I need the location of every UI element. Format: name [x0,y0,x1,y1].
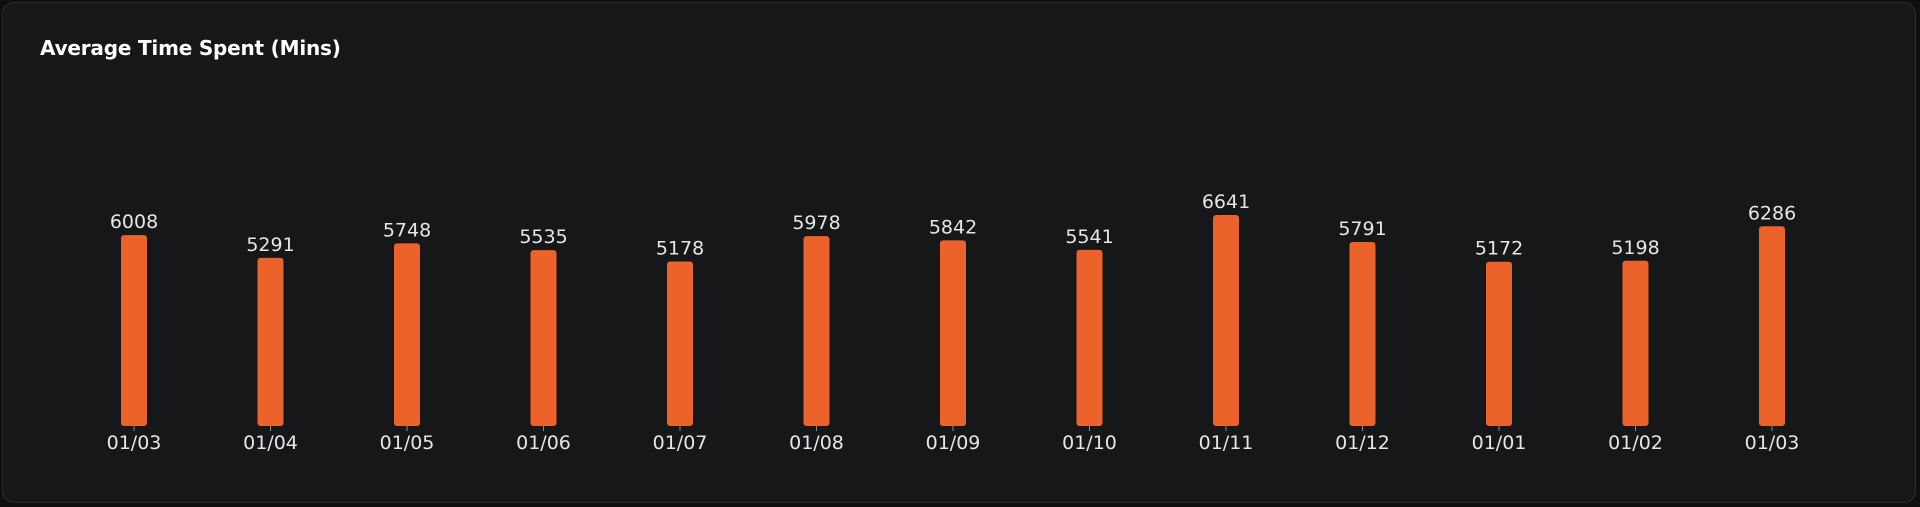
bar[interactable] [1349,242,1376,426]
x-tick-label: 01/02 [1608,432,1663,454]
bar[interactable] [1486,261,1512,426]
bar[interactable] [667,261,693,427]
bar-value-label: 5178 [656,238,704,260]
bar[interactable] [803,236,830,426]
x-tick-label: 01/03 [1745,432,1800,454]
bar[interactable] [940,240,966,426]
bar[interactable] [1076,249,1103,426]
x-tick-label: 01/11 [1199,432,1254,454]
x-tick-label: 01/09 [926,432,981,454]
bar-value-label: 5172 [1475,238,1523,260]
bar[interactable] [1213,215,1239,426]
bar[interactable] [530,250,557,426]
bar-value-label: 5291 [246,234,294,256]
x-tick-label: 01/10 [1062,432,1117,454]
bar[interactable] [121,235,147,426]
x-tick-label: 01/12 [1335,432,1390,454]
bar-value-label: 5978 [792,212,840,234]
bar[interactable] [1622,260,1649,426]
x-tick-label: 01/04 [243,432,298,454]
bar[interactable] [394,243,420,426]
bar-value-label: 5748 [383,219,431,241]
bar-value-label: 6286 [1748,202,1796,224]
bar-value-label: 5535 [519,226,567,248]
bar-value-label: 5198 [1611,237,1659,259]
bar[interactable] [257,257,284,426]
x-tick-label: 01/08 [789,432,844,454]
bar-value-label: 5541 [1065,226,1113,248]
bar[interactable] [1759,226,1785,426]
bar-value-label: 6008 [110,211,158,233]
x-tick-label: 01/07 [653,432,708,454]
x-tick-label: 01/05 [380,432,435,454]
x-tick-label: 01/01 [1472,432,1527,454]
bar-value-label: 6641 [1202,191,1250,213]
bar-value-label: 5791 [1338,218,1386,240]
x-tick-label: 01/06 [516,432,571,454]
x-tick-label: 01/03 [107,432,162,454]
chart-title: Average Time Spent (Mins) [40,36,341,60]
bar-chart: 6008 01/03 5291 01/04 5748 01/05 5535 01/06 5178… [107,191,1800,454]
bar-value-label: 5842 [929,216,977,238]
